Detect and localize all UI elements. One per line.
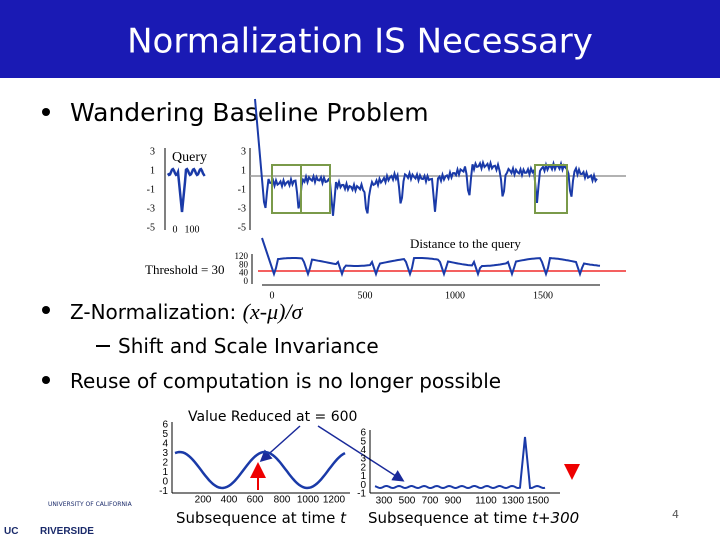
tick-label: 300 <box>376 496 393 507</box>
tick-label: 500 <box>358 290 373 301</box>
tick-label: 1200 <box>323 495 346 506</box>
tick-label: 0 <box>173 224 178 235</box>
figure-1: Query Distance to the query Threshold = … <box>145 98 626 286</box>
tick-label: 3 <box>241 146 246 157</box>
tick-label: 5 <box>162 429 168 440</box>
tick-label: 700 <box>422 496 439 507</box>
tick-label: 600 <box>247 495 264 506</box>
tick-label: -1 <box>147 184 155 195</box>
tick-label: 1500 <box>533 290 553 301</box>
caption-text: Subsequence at time <box>368 509 532 527</box>
caption: Subsequence at time t <box>176 509 347 527</box>
tick-label: 0 <box>162 477 168 488</box>
caption-var: t <box>340 509 347 527</box>
tick-label: 6 <box>162 420 168 431</box>
distance-label: Distance to the query <box>410 236 521 251</box>
annotation: Value Reduced at = 600 <box>188 409 357 425</box>
threshold-label: Threshold = 30 <box>145 262 225 277</box>
bullet-text: Wandering Baseline Problem <box>70 98 429 127</box>
page-number: 4 <box>672 508 679 521</box>
tick-label: -5 <box>147 222 155 233</box>
figure-2: Value Reduced at = 600 Subsequence at ti… <box>171 409 580 527</box>
bullet-text: Reuse of computation is no longer possib… <box>70 369 501 393</box>
left-curve <box>174 450 346 490</box>
tick-label: 200 <box>195 495 212 506</box>
tick-label: 4 <box>360 445 366 456</box>
tick-label: 4 <box>162 439 168 450</box>
tick-label: -5 <box>238 222 246 233</box>
bullet <box>42 376 50 384</box>
tick-label: 1100 <box>475 496 497 507</box>
tick-label: 0 <box>360 480 366 491</box>
bullet <box>42 306 50 314</box>
tick-label: 1000 <box>297 495 320 506</box>
tick-label: 1300 <box>502 496 525 507</box>
arrow <box>317 425 405 482</box>
caption-text: Subsequence at time <box>176 509 340 527</box>
bullet-text: Z-Normalization: (x-μ)/σ <box>70 299 304 324</box>
bullet-label: Z-Normalization: <box>70 300 243 324</box>
tick-label: 0 <box>270 290 275 301</box>
tick-label: -3 <box>147 203 155 214</box>
tick-label: 2 <box>360 462 366 473</box>
tick-label: 1 <box>150 165 155 176</box>
distance-curve <box>261 237 601 278</box>
tick-label: 0 <box>244 276 249 286</box>
tick-label: -3 <box>238 203 246 214</box>
tick-label: 3 <box>162 448 168 459</box>
tick-label: 1 <box>360 471 366 482</box>
tick-label: 120 <box>235 251 249 261</box>
tick-label: 800 <box>274 495 291 506</box>
query-label: Query <box>172 150 207 165</box>
tick-label: 3 <box>360 454 366 465</box>
tick-label: 3 <box>150 146 155 157</box>
tick-label: 1 <box>162 467 168 478</box>
tick-label: 2 <box>162 458 168 469</box>
caption: Subsequence at time t+300 <box>368 509 579 527</box>
tick-label: 1000 <box>445 290 465 301</box>
tick-label: 5 <box>360 436 366 447</box>
title: Normalization IS Necessary <box>127 22 593 62</box>
tick-label: -1 <box>357 489 366 500</box>
title-bar <box>0 0 720 78</box>
tick-label: 40 <box>239 268 249 278</box>
tick-label: 1500 <box>527 496 550 507</box>
logo-uc: UC <box>4 526 18 537</box>
sub-bullet: Shift and Scale Invariance <box>118 334 379 358</box>
series-curve <box>254 98 598 216</box>
formula: (x-μ)/σ <box>243 299 304 324</box>
match-box <box>300 164 331 214</box>
tick-label: 400 <box>221 495 238 506</box>
match-box <box>534 164 568 214</box>
bullet <box>42 108 50 116</box>
logo: UNIVERSITY OF CALIFORNIA UC RIVERSIDE <box>4 501 133 537</box>
tick-label: 900 <box>445 496 462 507</box>
right-curve <box>374 436 546 490</box>
tick-label: -1 <box>238 184 246 195</box>
tick-label: 500 <box>399 496 416 507</box>
tick-label: 80 <box>239 259 249 269</box>
caption-var: t+300 <box>532 509 579 527</box>
arrow <box>259 425 301 463</box>
logo-name: RIVERSIDE <box>40 526 94 537</box>
query-curve <box>166 167 206 213</box>
tick-label: 1 <box>241 165 246 176</box>
logo-small: UNIVERSITY OF CALIFORNIA <box>48 501 133 508</box>
tick-label: -1 <box>159 486 168 497</box>
tick-label: 6 <box>360 428 366 439</box>
tick-label: 100 <box>185 224 200 235</box>
